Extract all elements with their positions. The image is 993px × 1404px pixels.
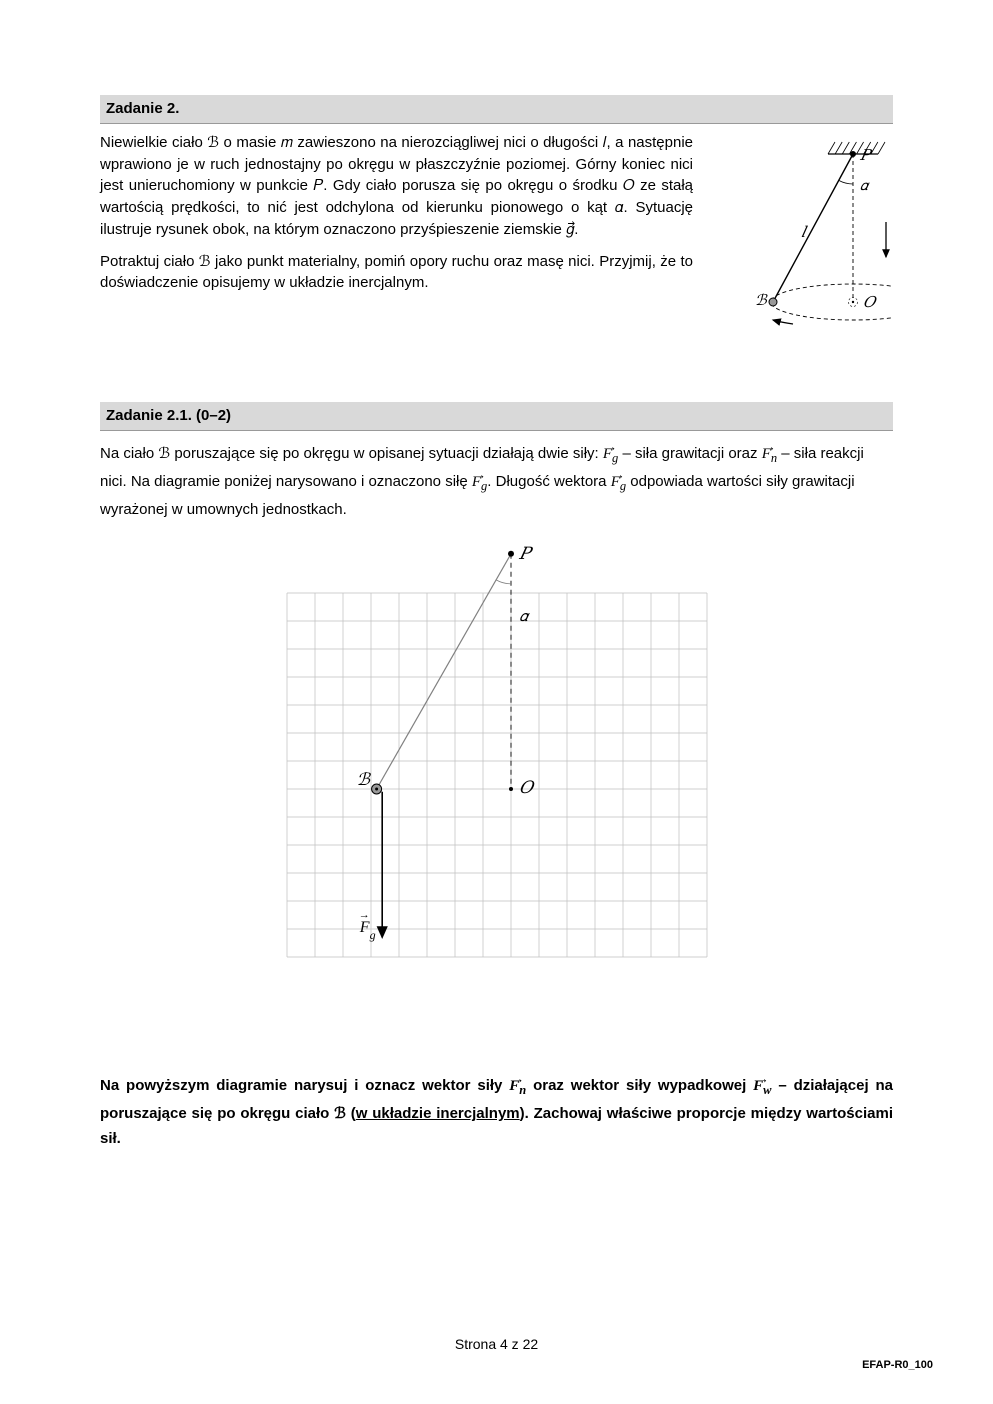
intro-paragraph-2: Potraktuj ciało ℬ jako punkt materialny,… xyxy=(100,251,693,295)
svg-text:𝑃: 𝑃 xyxy=(518,543,534,562)
svg-text:ℬ: ℬ xyxy=(356,770,371,789)
instruction-paragraph: Na powyższym diagramie narysuj i oznacz … xyxy=(100,1073,893,1152)
svg-text:𝛼: 𝛼 xyxy=(860,179,870,194)
svg-text:ℬ: ℬ xyxy=(755,293,768,309)
svg-text:→: → xyxy=(891,222,893,234)
svg-text:𝛼: 𝛼 xyxy=(519,609,530,625)
grid-diagram: 𝑃 𝑂 ℬ𝛼 Fg→ xyxy=(267,543,727,1043)
svg-text:Fg: Fg xyxy=(358,918,375,941)
subtask-paragraph: Na ciało ℬ poruszające się po okręgu w o… xyxy=(100,441,893,523)
svg-text:𝑃: 𝑃 xyxy=(859,148,873,164)
page-number: Strona 4 z 22 xyxy=(0,1334,993,1354)
task-header: Zadanie 2. xyxy=(100,95,893,124)
svg-text:𝑂: 𝑂 xyxy=(519,778,535,797)
svg-text:𝑂: 𝑂 xyxy=(863,295,877,311)
svg-text:→: → xyxy=(358,908,369,920)
intro-paragraph-1: Niewielkie ciało ℬ o masie 𝑚 zawieszono … xyxy=(100,132,693,241)
subtask-header: Zadanie 2.1. (0–2) xyxy=(100,402,893,431)
pendulum-figure: 𝑃𝑂ℬ𝑙𝛼g→ xyxy=(723,132,893,362)
document-code: EFAP-R0_100 xyxy=(862,1358,933,1374)
